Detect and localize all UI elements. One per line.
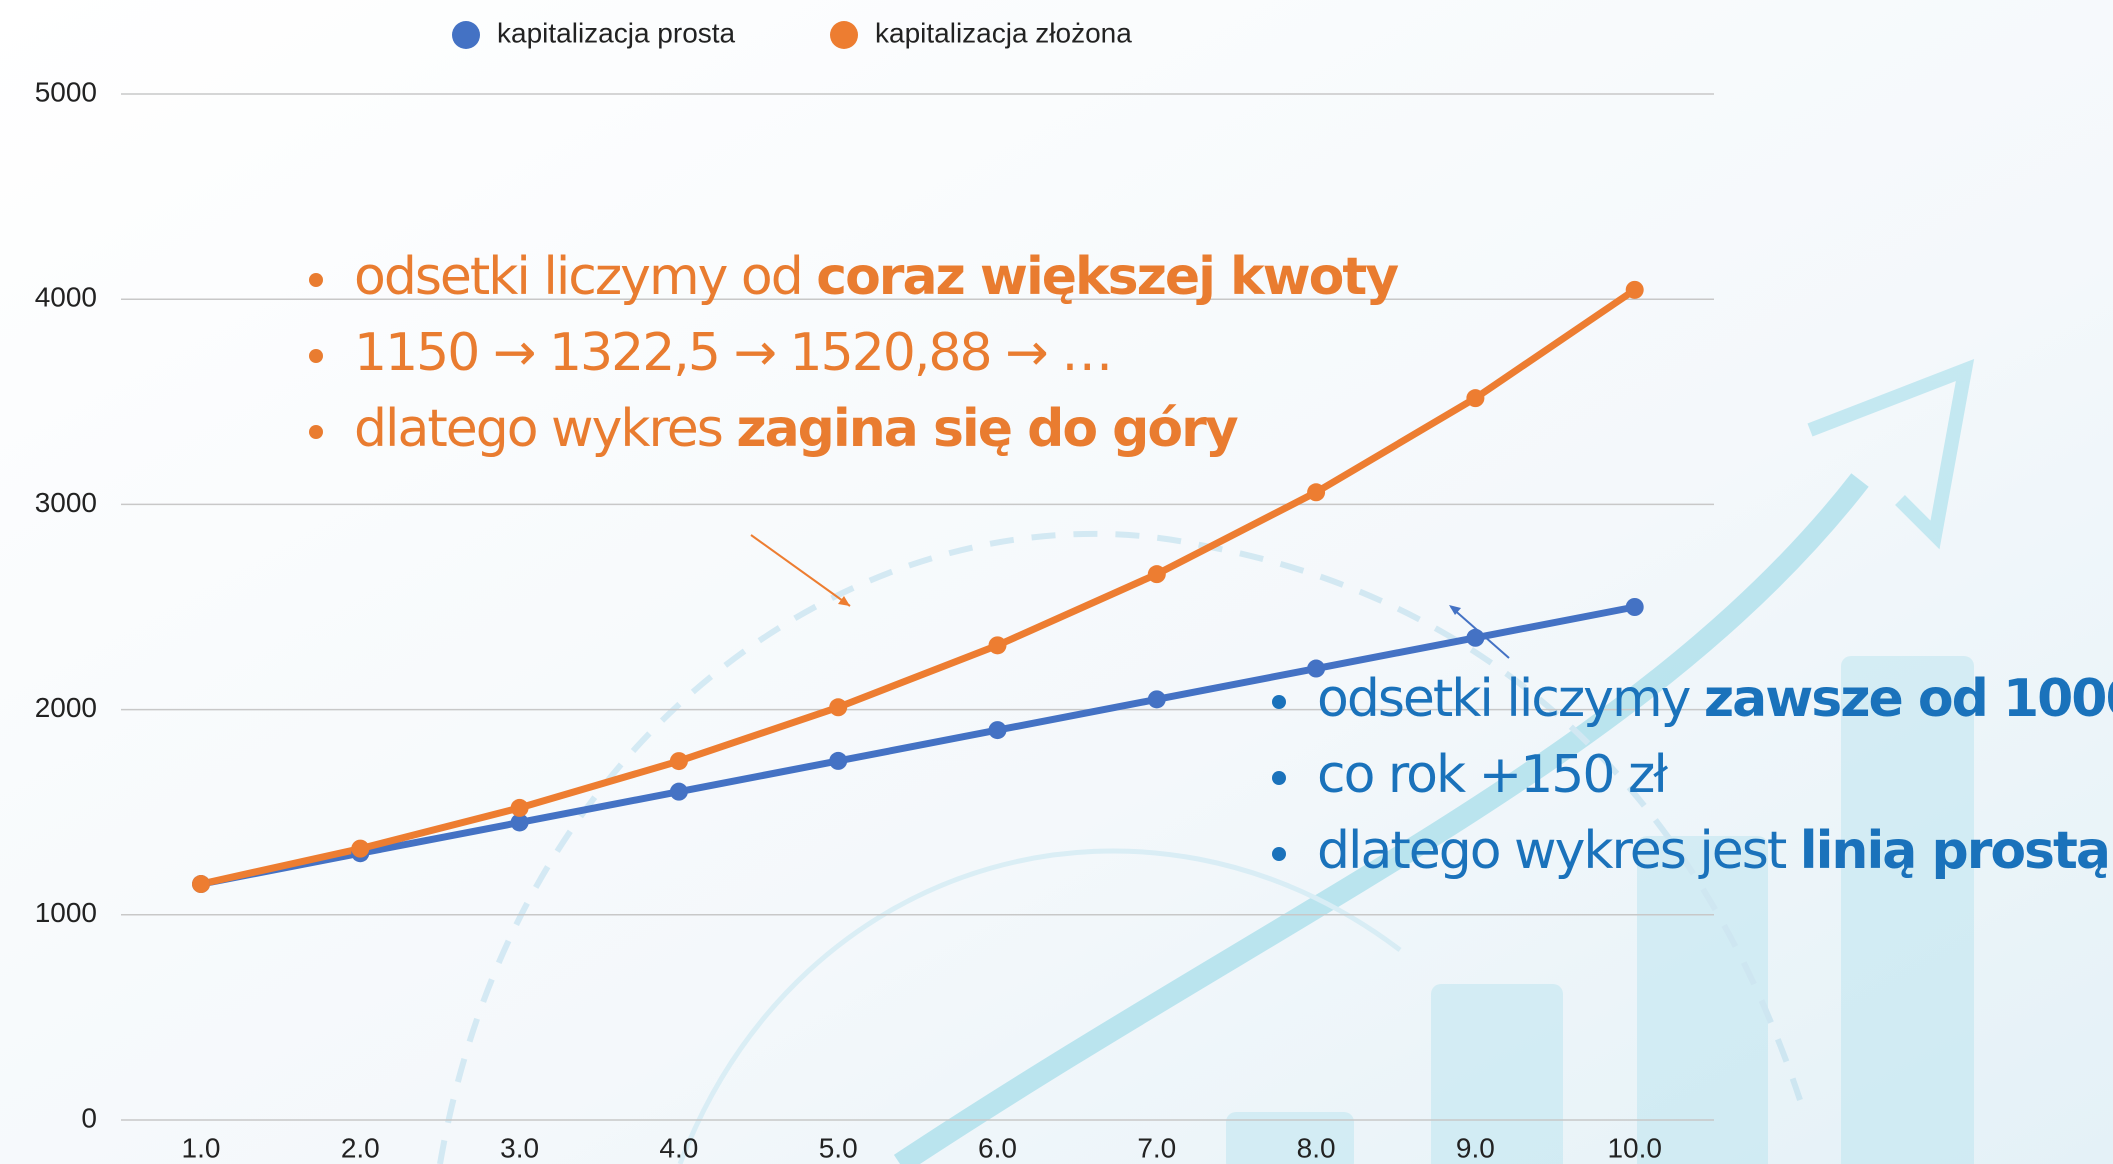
data-point bbox=[1148, 565, 1166, 583]
x-tick-label: 9.0 bbox=[1456, 1132, 1495, 1163]
x-tick-label: 4.0 bbox=[659, 1132, 698, 1163]
annotation-line: 1150 → 1322,5 → 1520,88 → … bbox=[354, 323, 1111, 383]
data-point bbox=[1466, 629, 1484, 647]
data-point bbox=[1307, 483, 1325, 501]
y-tick-label: 5000 bbox=[35, 76, 97, 107]
y-tick-label: 2000 bbox=[35, 692, 97, 723]
bullet bbox=[309, 425, 323, 439]
legend-label: kapitalizacja prosta bbox=[497, 17, 736, 48]
annotation-line: odsetki liczymy zawsze od 1000 bbox=[1317, 669, 2113, 729]
data-point bbox=[670, 752, 688, 770]
annotation-line: odsetki liczymy od coraz większej kwoty bbox=[354, 247, 1398, 307]
background bbox=[0, 0, 2113, 1164]
x-tick-label: 8.0 bbox=[1297, 1132, 1336, 1163]
data-point bbox=[1148, 690, 1166, 708]
annotation-line: co rok +150 zł bbox=[1317, 745, 1668, 805]
data-point bbox=[829, 698, 847, 716]
bullet bbox=[1272, 771, 1286, 785]
x-tick-label: 2.0 bbox=[341, 1132, 380, 1163]
data-point bbox=[1626, 281, 1644, 299]
legend-marker bbox=[830, 21, 858, 49]
y-tick-label: 0 bbox=[81, 1102, 97, 1133]
bullet bbox=[1272, 695, 1286, 709]
y-tick-label: 4000 bbox=[35, 282, 97, 313]
bullet bbox=[309, 349, 323, 363]
x-tick-label: 3.0 bbox=[500, 1132, 539, 1163]
annotation-text: co rok +150 zł bbox=[1317, 745, 1668, 805]
x-tick-label: 6.0 bbox=[978, 1132, 1017, 1163]
annotation-line: dlatego wykres jest linią prostą bbox=[1317, 821, 2109, 881]
data-point bbox=[1466, 389, 1484, 407]
legend-marker bbox=[452, 21, 480, 49]
data-point bbox=[989, 636, 1007, 654]
chart: 0 1000 2000 3000 4000 5000 1.0 2.0 3.0 4.0 5.0 6.0 7… bbox=[0, 0, 2113, 1164]
data-point bbox=[1626, 598, 1644, 616]
data-point bbox=[670, 783, 688, 801]
data-point bbox=[351, 840, 369, 858]
x-tick-label: 5.0 bbox=[819, 1132, 858, 1163]
page: 0 1000 2000 3000 4000 5000 1.0 2.0 3.0 4.0 5.0 6.0 7… bbox=[0, 0, 2113, 1164]
x-tick-label: 1.0 bbox=[182, 1132, 221, 1163]
data-point bbox=[511, 799, 529, 817]
annotation-bold: linią prostą bbox=[1800, 821, 2109, 881]
bullet bbox=[1272, 847, 1286, 861]
data-point bbox=[989, 721, 1007, 739]
annotation-bold: zagina się do góry bbox=[736, 399, 1237, 459]
y-tick-label: 3000 bbox=[35, 487, 97, 518]
annotation-text: dlatego wykres bbox=[354, 399, 736, 459]
annotation-line: dlatego wykres zagina się do góry bbox=[354, 399, 1238, 459]
annotation-text: odsetki liczymy bbox=[1317, 669, 1704, 729]
annotation-text: dlatego wykres jest bbox=[1317, 821, 1800, 881]
data-point bbox=[829, 752, 847, 770]
x-tick-label: 10.0 bbox=[1607, 1132, 1662, 1163]
bullet bbox=[309, 273, 323, 287]
y-tick-label: 1000 bbox=[35, 897, 97, 928]
x-tick-label: 7.0 bbox=[1137, 1132, 1176, 1163]
data-point bbox=[192, 875, 210, 893]
annotation-text: 1150 → 1322,5 → 1520,88 → … bbox=[354, 323, 1111, 383]
annotation-bold: zawsze od 1000 bbox=[1704, 669, 2113, 729]
annotation-text: odsetki liczymy od bbox=[354, 247, 816, 307]
annotation-bold: coraz większej kwoty bbox=[816, 247, 1398, 307]
legend-label: kapitalizacja złożona bbox=[875, 17, 1132, 48]
